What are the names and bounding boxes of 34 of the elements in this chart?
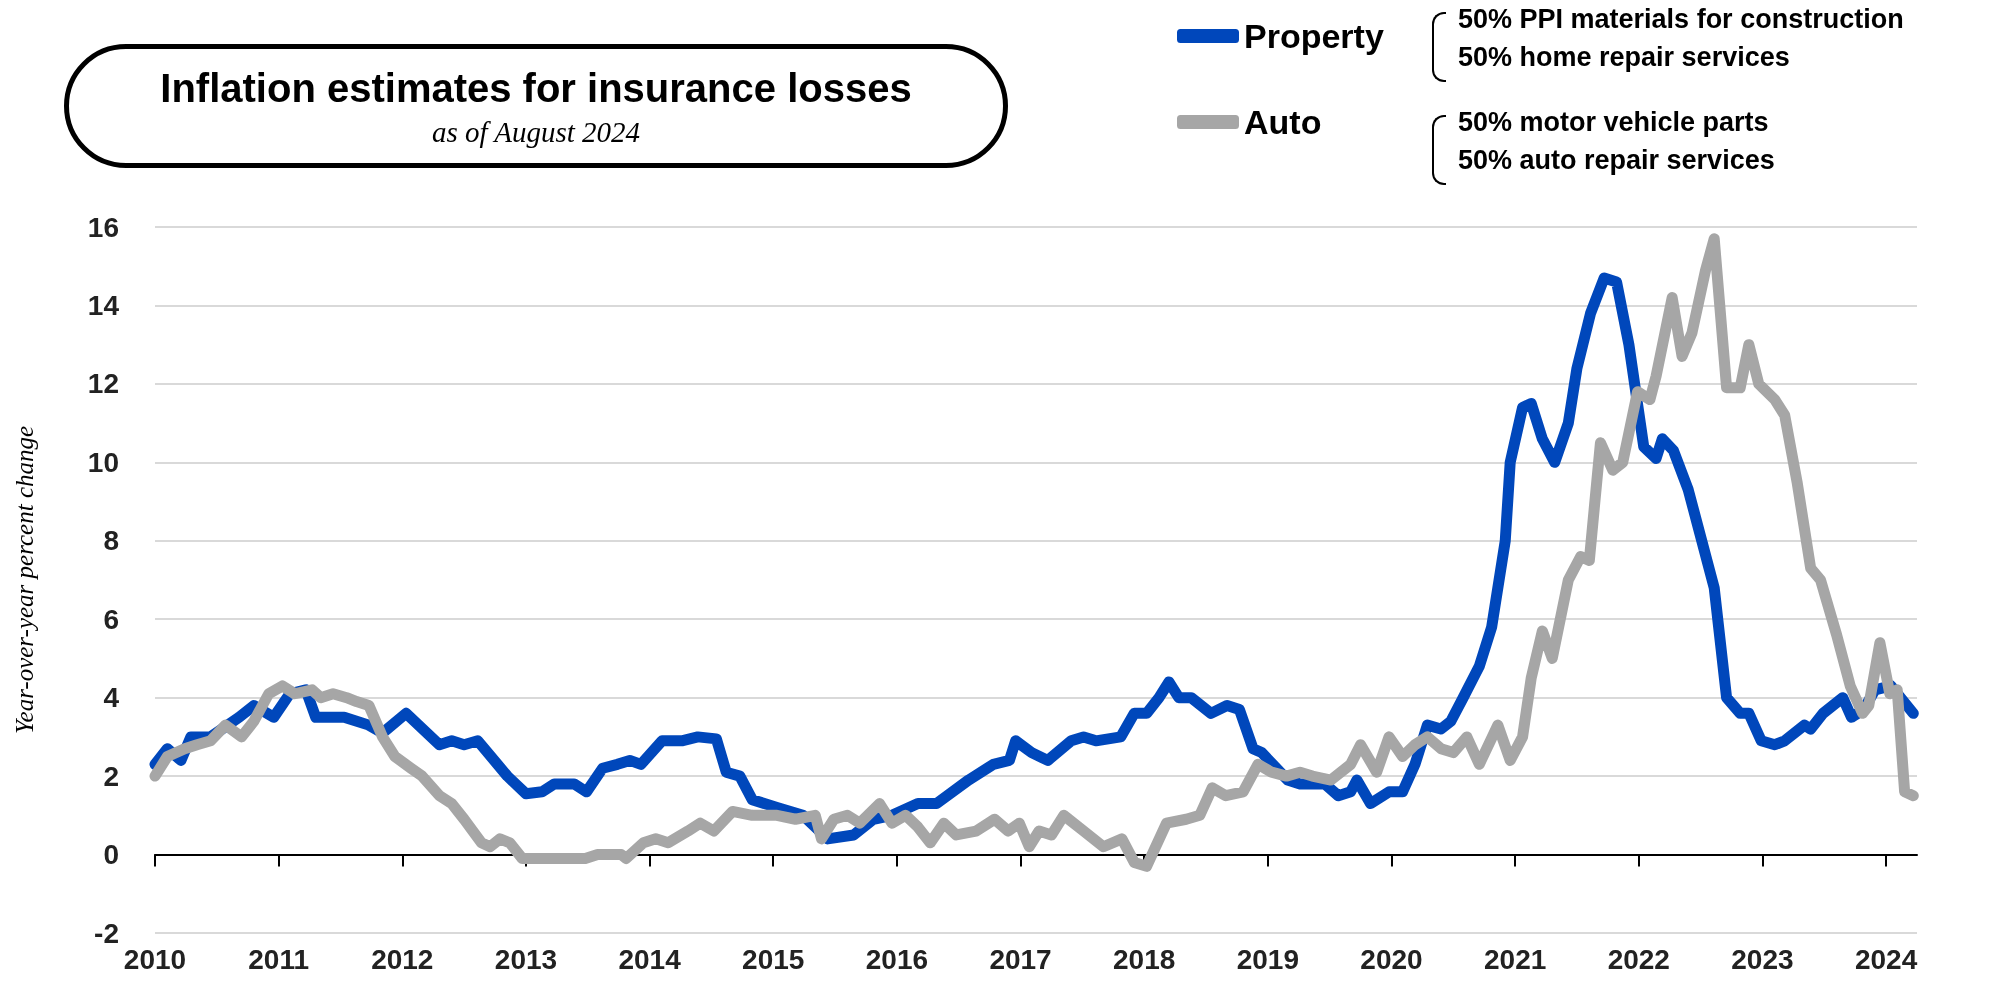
text: 50% PPI materials for construction bbox=[1458, 4, 1904, 35]
x-tick-label: 2018 bbox=[1113, 943, 1176, 975]
y-tick-label: 2 bbox=[103, 760, 119, 792]
x-tick-label: 2021 bbox=[1483, 943, 1547, 975]
legend-label: Auto bbox=[1244, 103, 1322, 141]
y-tick-label: 6 bbox=[103, 603, 119, 635]
chart-title: Inflation estimates for insurance losses bbox=[159, 66, 913, 111]
x-tick-label: 2024 bbox=[1854, 943, 1918, 975]
y-axis-title: Year-over-year percent change bbox=[11, 425, 38, 735]
x-tick-label: 2013 bbox=[494, 943, 558, 975]
x-tick-label: 2022 bbox=[1607, 943, 1670, 975]
x-tick-label: 2016 bbox=[865, 943, 929, 975]
y-tick-label: 8 bbox=[103, 525, 119, 557]
y-tick-label: 10 bbox=[87, 446, 119, 478]
x-tick-label: 2011 bbox=[248, 943, 310, 975]
y-tick-label: 16 bbox=[87, 211, 119, 243]
y-tick-label: 4 bbox=[103, 682, 120, 714]
x-tick-label: 2012 bbox=[371, 943, 434, 975]
text: 50% motor vehicle parts bbox=[1458, 107, 1769, 138]
x-tick-label: 2019 bbox=[1236, 943, 1299, 975]
y-tick-label: 14 bbox=[87, 289, 120, 321]
x-tick-label: 2014 bbox=[618, 943, 682, 975]
y-tick-label: 0 bbox=[103, 839, 119, 871]
x-tick-label: 2020 bbox=[1360, 943, 1423, 975]
text: 50% home repair services bbox=[1458, 42, 1790, 73]
x-tick-label: 2010 bbox=[123, 943, 187, 975]
chart-subtitle: as of August 2024 bbox=[430, 116, 642, 149]
x-tick-label: 2017 bbox=[989, 943, 1052, 975]
y-tick-label: -2 bbox=[94, 917, 119, 949]
y-tick-label: 12 bbox=[87, 368, 119, 400]
text: 50% auto repair services bbox=[1458, 145, 1775, 176]
x-tick-label: 2023 bbox=[1731, 943, 1794, 975]
x-tick-label: 2015 bbox=[742, 943, 805, 975]
legend-label: Property bbox=[1244, 17, 1384, 55]
